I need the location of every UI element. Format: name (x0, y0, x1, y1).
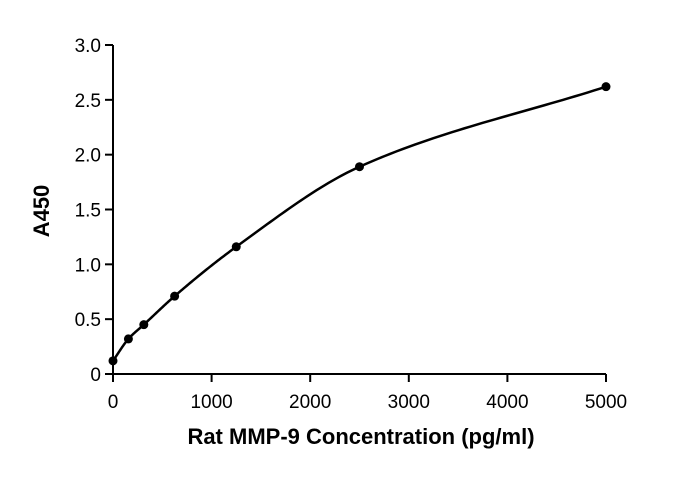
data-point (601, 82, 611, 92)
data-point (231, 242, 241, 252)
data-points-layer (108, 82, 611, 366)
axes: 0 0.5 1.0 1.5 2.0 2.5 3.0 0 1000 2000 3000 4000 5000 (75, 36, 628, 413)
y-tick-label: 2.5 (75, 91, 101, 112)
y-tick-label: 2.0 (75, 146, 101, 167)
y-tick-label: 1.0 (75, 255, 101, 276)
x-tick-label: 4000 (486, 392, 528, 413)
x-tick-label: 0 (108, 392, 119, 413)
y-tick-label: 1.5 (75, 201, 101, 222)
x-tick-label: 2000 (289, 392, 331, 413)
data-point (139, 320, 149, 330)
fit-curve (111, 85, 607, 362)
data-point (355, 162, 364, 172)
data-point (170, 291, 180, 301)
y-tick-label: 0 (90, 365, 101, 386)
y-axis-title: A450 (29, 185, 54, 238)
y-tick-label: 0.5 (75, 310, 101, 331)
data-point (123, 334, 133, 344)
fit-curve-layer (111, 85, 607, 362)
y-tick-label: 3.0 (75, 36, 101, 57)
data-point (108, 356, 118, 366)
x-axis-title: Rat MMP-9 Concentration (pg/ml) (187, 424, 534, 449)
x-tick-label: 3000 (388, 392, 430, 413)
x-tick-label: 5000 (585, 392, 627, 413)
x-tick-label: 1000 (190, 392, 232, 413)
